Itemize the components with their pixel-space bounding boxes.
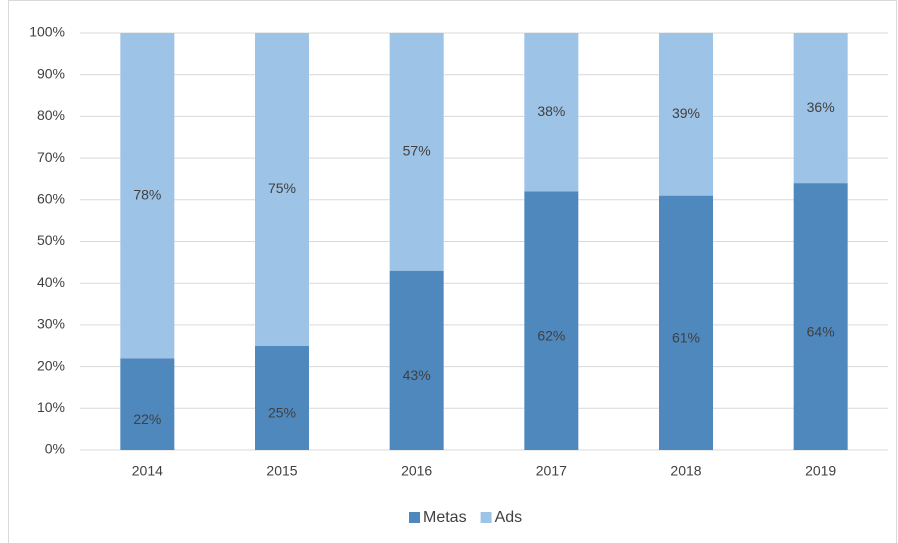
bar-segment <box>389 270 444 450</box>
legend-swatch <box>409 512 420 523</box>
data-label: 25% <box>268 405 296 421</box>
x-tick-label: 2015 <box>266 463 297 479</box>
y-tick-label: 90% <box>37 65 65 81</box>
y-tick-label: 20% <box>37 357 65 373</box>
bar-segment <box>793 33 848 184</box>
bar-segment <box>659 33 713 196</box>
x-tick-label: 2017 <box>536 463 567 479</box>
bar-segment <box>524 33 579 192</box>
data-label: 64% <box>807 323 835 339</box>
y-tick-label: 80% <box>37 107 65 123</box>
x-tick-label: 2018 <box>670 463 701 479</box>
bar-segment <box>120 33 175 359</box>
y-tick-label: 60% <box>37 191 65 207</box>
bar-segment <box>120 358 175 450</box>
x-tick-label: 2019 <box>805 463 836 479</box>
data-label: 43% <box>403 367 431 383</box>
data-label: 75% <box>268 180 296 196</box>
data-label: 22% <box>133 411 161 427</box>
legend-swatch <box>480 512 492 523</box>
y-tick-label: 30% <box>37 316 65 332</box>
y-tick-label: 40% <box>37 274 65 290</box>
bar-segment <box>524 191 579 450</box>
y-tick-label: 70% <box>37 149 65 165</box>
legend-label: Ads <box>495 509 523 526</box>
bar-segment <box>659 195 713 450</box>
data-label: 61% <box>672 330 700 346</box>
y-tick-label: 100% <box>29 24 65 40</box>
y-tick-label: 10% <box>37 399 65 415</box>
bar-segment <box>793 183 848 450</box>
x-tick-label: 2016 <box>401 463 432 479</box>
y-tick-label: 50% <box>37 232 65 248</box>
data-label: 38% <box>537 103 565 119</box>
x-tick-label: 2014 <box>132 463 163 479</box>
bar-segment <box>389 33 444 271</box>
data-label: 36% <box>807 99 835 115</box>
bar-segment <box>255 33 309 346</box>
data-label: 78% <box>133 186 161 202</box>
legend-label: Metas <box>423 509 467 526</box>
data-label: 39% <box>672 105 700 121</box>
data-label: 62% <box>537 327 565 343</box>
y-tick-label: 0% <box>45 441 65 457</box>
data-label: 57% <box>403 143 431 159</box>
bar-segment <box>255 345 309 450</box>
